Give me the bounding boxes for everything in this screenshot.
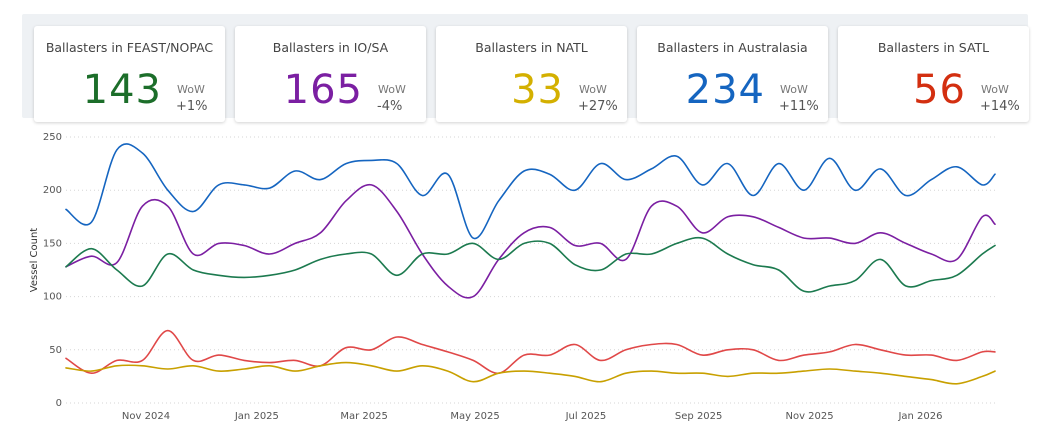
series-line-feast-nopac[interactable] xyxy=(65,236,996,293)
kpi-wow-label: WoW xyxy=(579,83,607,96)
kpi-wow-value: +1% xyxy=(176,99,208,114)
y-axis: 0 50 100 150 200 250 xyxy=(43,132,62,409)
x-tick-label: Jul 2025 xyxy=(565,411,607,422)
x-tick-label: Jan 2026 xyxy=(897,411,942,422)
x-tick-label: Jan 2025 xyxy=(234,411,279,422)
x-tick-label: Nov 2024 xyxy=(122,411,170,422)
kpi-value: 33 xyxy=(511,67,564,113)
y-tick-label: 50 xyxy=(49,345,62,356)
kpi-title: Ballasters in NATL xyxy=(475,40,588,55)
x-tick-label: May 2025 xyxy=(450,411,499,422)
kpi-title: Ballasters in FEAST/NOPAC xyxy=(45,40,214,55)
kpi-wow-value: +11% xyxy=(779,99,819,114)
x-tick-label: Nov 2025 xyxy=(785,411,833,422)
series-line-io-sa[interactable] xyxy=(65,183,996,299)
kpi-band: Ballasters in FEAST/NOPAC 143 WoW +1% Ba… xyxy=(22,14,1029,122)
kpi-card-feast-nopac[interactable]: Ballasters in FEAST/NOPAC 143 WoW +1% xyxy=(34,26,225,122)
kpi-wow-label: WoW xyxy=(378,83,406,96)
series-line-natl[interactable] xyxy=(65,361,996,385)
y-tick-label: 0 xyxy=(56,398,62,409)
kpi-wow-label: WoW xyxy=(177,83,205,96)
kpi-value: 165 xyxy=(283,67,363,113)
series-layer xyxy=(65,143,996,385)
kpi-value: 143 xyxy=(82,67,162,113)
series-line-satl[interactable] xyxy=(65,329,996,375)
y-tick-label: 250 xyxy=(43,132,62,143)
kpi-title: Ballasters in IO/SA xyxy=(272,40,389,55)
kpi-wow-label: WoW xyxy=(780,83,808,96)
x-tick-label: Mar 2025 xyxy=(340,411,388,422)
kpi-wow-label: WoW xyxy=(981,83,1009,96)
kpi-card-australasia[interactable]: Ballasters in Australasia 234 WoW +11% xyxy=(637,26,828,122)
x-tick-label: Sep 2025 xyxy=(675,411,722,422)
kpi-card-io-sa[interactable]: Ballasters in IO/SA 165 WoW -4% xyxy=(235,26,426,122)
y-axis-label: Vessel Count xyxy=(29,228,40,293)
kpi-value: 234 xyxy=(685,67,765,113)
kpi-card-satl[interactable]: Ballasters in SATL 56 WoW +14% xyxy=(838,26,1029,122)
grid xyxy=(66,136,995,404)
kpi-wow-value: -4% xyxy=(377,99,403,114)
y-tick-label: 100 xyxy=(43,292,62,303)
kpi-value: 56 xyxy=(913,67,966,113)
kpi-wow-value: +27% xyxy=(578,99,618,114)
kpi-card-natl[interactable]: Ballasters in NATL 33 WoW +27% xyxy=(436,26,627,122)
series-line-australasia[interactable] xyxy=(65,143,996,240)
x-axis: Nov 2024 Jan 2025 Mar 2025 May 2025 Jul 2025… xyxy=(122,411,943,422)
y-tick-label: 200 xyxy=(43,185,62,196)
kpi-title: Ballasters in SATL xyxy=(877,40,990,55)
kpi-title: Ballasters in Australasia xyxy=(657,40,808,55)
kpi-wow-value: +14% xyxy=(980,99,1020,114)
y-tick-label: 150 xyxy=(43,238,62,249)
